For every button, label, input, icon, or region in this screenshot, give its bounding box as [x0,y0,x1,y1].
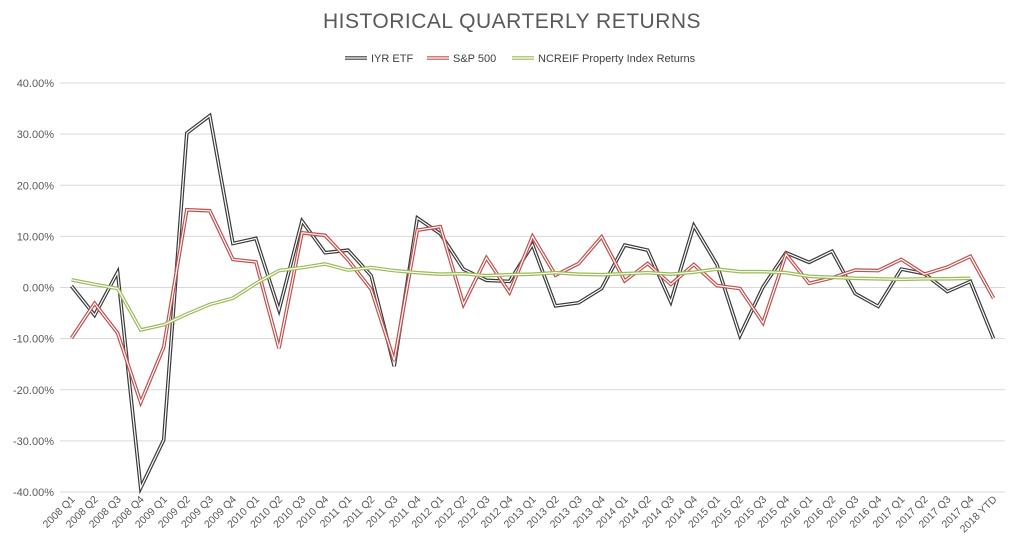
y-tick-label: 10.00% [17,231,55,243]
y-tick-label: 0.00% [23,283,54,295]
series-line-inner-2 [71,263,971,331]
y-tick-label: 40.00% [17,78,55,90]
legend-label: IYR ETF [371,53,413,65]
y-tick-label: 30.00% [17,129,55,141]
series-line-outer-0 [70,112,996,495]
series-line-inner-0 [71,114,995,491]
y-tick-label: -20.00% [13,385,54,397]
y-tick-label: 20.00% [17,180,55,192]
y-tick-label: -10.00% [13,334,54,346]
series-line-inner-1 [71,209,995,405]
y-tick-label: -30.00% [13,436,54,448]
legend-label: NCREIF Property Index Returns [538,53,696,65]
y-tick-label: -40.00% [13,487,54,499]
legend-label: S&P 500 [453,53,496,65]
chart-title: HISTORICAL QUARTERLY RETURNS [322,10,702,33]
